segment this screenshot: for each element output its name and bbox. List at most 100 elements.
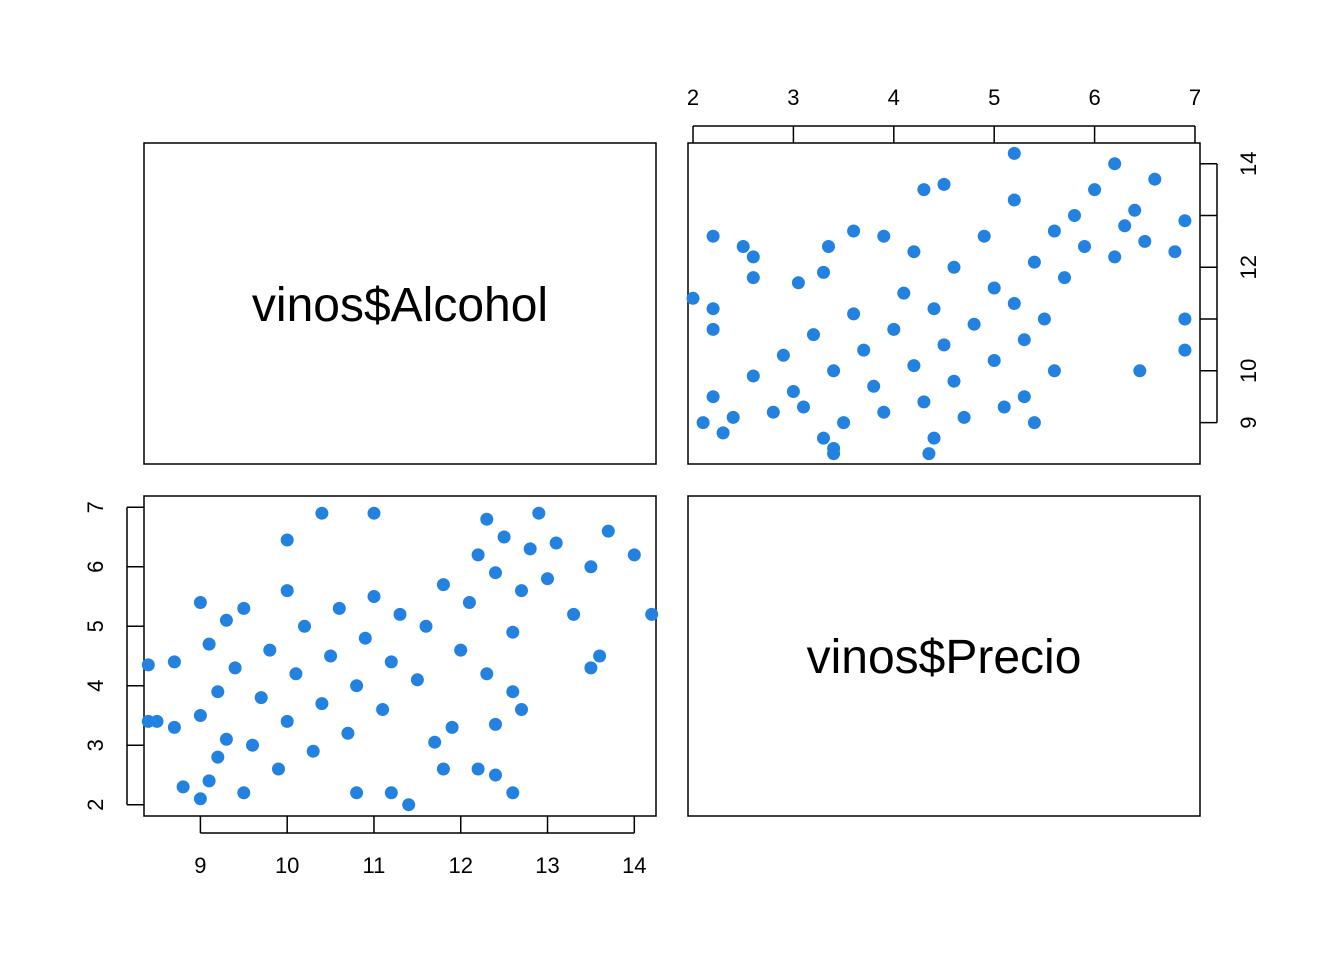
data-point-15 — [272, 762, 285, 776]
data-point-35 — [462, 596, 476, 609]
data-point-30 — [1007, 297, 1021, 310]
data-point-2 — [766, 405, 780, 419]
data-point-54 — [471, 762, 485, 776]
data-point-50 — [645, 607, 659, 621]
data-point-0 — [696, 416, 710, 430]
data-point-1 — [202, 774, 216, 788]
panel-frame — [687, 495, 1201, 817]
data-point-3 — [797, 400, 810, 414]
x-tick-label: 10 — [275, 853, 299, 878]
data-point-55 — [506, 786, 520, 800]
data-point-65 — [280, 533, 294, 547]
data-point-66 — [593, 649, 607, 663]
data-point-68 — [515, 703, 528, 716]
data-point-52 — [877, 229, 891, 243]
data-point-22 — [324, 649, 338, 663]
variable-label-precio: vinos$Precio — [807, 631, 1082, 684]
data-point-69 — [822, 240, 835, 253]
data-point-57 — [141, 658, 155, 672]
diagonal-panel-alcohol: vinos$Alcohol — [143, 142, 657, 465]
data-point-42 — [523, 542, 537, 556]
data-point-64 — [367, 506, 381, 520]
x-tick-label: 14 — [622, 853, 646, 878]
data-point-8 — [219, 613, 233, 627]
data-point-49 — [1108, 157, 1122, 171]
data-point-47 — [584, 560, 598, 574]
data-point-72 — [489, 768, 502, 782]
data-point-14 — [1017, 390, 1031, 404]
data-point-36 — [1108, 250, 1122, 264]
y-tick-label: 14 — [1236, 151, 1261, 175]
panel-frame — [143, 142, 657, 465]
data-point-71 — [436, 762, 450, 776]
data-point-21 — [857, 343, 871, 357]
data-point-27 — [1037, 312, 1051, 326]
diagonal-panel-precio: vinos$Precio — [687, 495, 1201, 817]
y-tick-label: 5 — [83, 620, 108, 632]
data-point-32 — [419, 619, 433, 633]
data-point-65 — [1133, 364, 1147, 378]
data-point-31 — [897, 286, 911, 300]
data-point-74 — [384, 786, 398, 800]
data-point-7 — [957, 410, 971, 424]
data-point-31 — [410, 673, 424, 687]
data-point-74 — [706, 302, 720, 316]
data-point-34 — [947, 260, 961, 274]
data-point-6 — [228, 661, 242, 675]
data-point-30 — [393, 607, 407, 621]
data-point-51 — [907, 245, 921, 259]
data-point-52 — [506, 685, 520, 699]
data-point-28 — [376, 703, 390, 716]
data-point-20 — [306, 744, 320, 758]
data-point-56 — [686, 291, 700, 305]
scatter-panel-precio-vs-alcohol: 2 3 4 5 6 7 9 10 12 14 — [686, 85, 1261, 465]
data-point-37 — [1168, 245, 1182, 259]
data-point-3 — [219, 732, 233, 746]
data-point-11 — [246, 738, 259, 752]
data-point-29 — [927, 302, 941, 316]
data-point-61 — [817, 431, 830, 445]
data-point-24 — [807, 328, 820, 342]
data-point-43 — [1178, 214, 1192, 228]
data-point-33 — [1058, 271, 1071, 285]
data-point-53 — [817, 265, 830, 279]
data-point-38 — [1078, 240, 1091, 253]
data-point-24 — [341, 726, 355, 740]
data-point-49 — [627, 548, 641, 562]
data-point-29 — [384, 655, 398, 669]
data-point-16 — [827, 364, 841, 378]
data-point-19 — [280, 584, 294, 598]
data-point-37 — [480, 512, 494, 526]
data-point-60 — [150, 714, 164, 728]
data-point-39 — [1138, 234, 1152, 248]
panel-frame — [687, 142, 1201, 465]
data-point-12 — [254, 691, 268, 705]
data-point-5 — [211, 685, 225, 699]
data-point-13 — [263, 643, 277, 657]
data-point-35 — [1027, 255, 1041, 269]
data-point-56 — [402, 798, 416, 812]
x-axis-bottom: 9 10 11 12 13 14 — [194, 816, 647, 878]
data-point-58 — [167, 655, 181, 669]
data-point-32 — [987, 281, 1001, 295]
data-point-19 — [1047, 364, 1061, 378]
x-tick-label: 13 — [535, 853, 559, 878]
data-point-17 — [907, 359, 921, 373]
data-point-38 — [489, 566, 502, 580]
scatter-panel-alcohol-vs-precio: 9 10 11 12 13 14 2 3 4 5 6 7 — [83, 495, 659, 878]
data-point-48 — [1148, 172, 1162, 186]
data-point-9 — [193, 596, 207, 609]
data-point-70 — [428, 735, 442, 749]
data-point-63 — [1178, 343, 1192, 357]
data-point-57 — [922, 447, 936, 461]
data-point-67 — [584, 661, 598, 675]
variable-label-alcohol: vinos$Alcohol — [252, 279, 548, 332]
data-point-46 — [567, 607, 581, 621]
y-tick-label: 3 — [83, 739, 108, 751]
data-point-42 — [1118, 219, 1132, 233]
y-tick-label: 7 — [83, 501, 108, 513]
data-point-8 — [997, 400, 1011, 414]
data-point-61 — [167, 720, 181, 734]
data-point-18 — [298, 619, 311, 633]
data-point-1 — [726, 410, 740, 424]
